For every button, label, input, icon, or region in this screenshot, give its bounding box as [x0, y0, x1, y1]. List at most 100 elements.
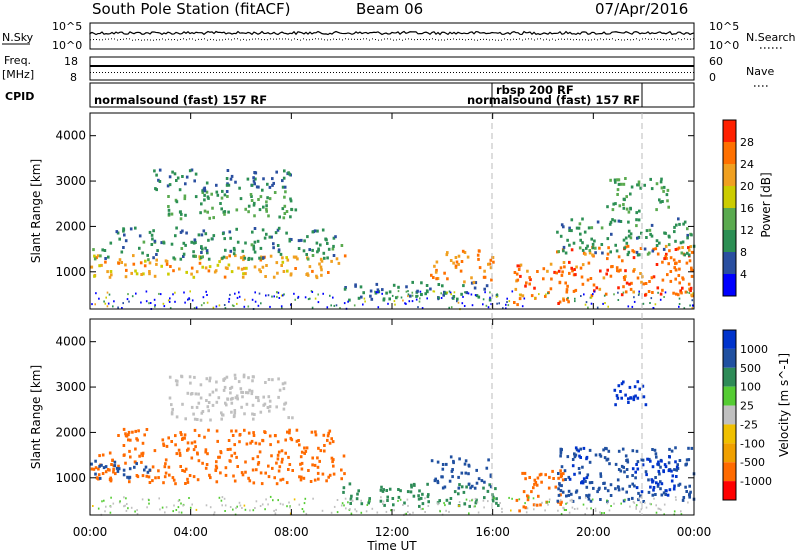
- heatmap-cell: [122, 473, 126, 477]
- noise-search-point: [624, 39, 625, 41]
- heatmap-cell: [168, 300, 171, 303]
- heatmap-cell: [475, 498, 478, 502]
- heatmap-cell: [544, 473, 547, 477]
- heatmap-cell: [297, 247, 301, 250]
- heatmap-cell: [182, 504, 184, 507]
- nave-point: [306, 72, 307, 73]
- heatmap-cell: [194, 445, 197, 449]
- heatmap-cell: [680, 510, 682, 513]
- heatmap-cell: [253, 250, 257, 254]
- heatmap-cell: [688, 495, 691, 499]
- heatmap-cell: [272, 275, 276, 279]
- heatmap-cell: [465, 485, 468, 489]
- heatmap-cell: [463, 280, 466, 284]
- heatmap-cell: [267, 294, 270, 297]
- heatmap-cell: [194, 392, 198, 396]
- heatmap-cell: [299, 462, 302, 466]
- heatmap-cell: [288, 239, 292, 243]
- heatmap-cell: [606, 252, 610, 256]
- heatmap-cell: [258, 208, 262, 212]
- heatmap-cell: [165, 444, 169, 448]
- heatmap-cell: [234, 254, 237, 258]
- heatmap-cell: [252, 431, 255, 435]
- heatmap-cell: [269, 495, 272, 498]
- heatmap-cell: [103, 249, 107, 252]
- heatmap-cell: [578, 496, 581, 500]
- heatmap-cell: [174, 291, 176, 294]
- heatmap-cell: [568, 243, 571, 247]
- noise-search-point: [492, 39, 493, 41]
- heatmap-cell: [644, 403, 648, 407]
- nave-point: [192, 72, 193, 73]
- heatmap-cell: [569, 499, 572, 502]
- heatmap-cell: [244, 207, 247, 211]
- noise-search-point: [309, 39, 310, 41]
- heatmap-cell: [475, 294, 479, 298]
- heatmap-cell: [218, 304, 221, 307]
- heatmap-cell: [221, 256, 224, 260]
- nave-point: [282, 72, 283, 73]
- heatmap-cell: [110, 505, 112, 508]
- heatmap-cell: [295, 439, 299, 443]
- colorbar-tick: 28: [740, 136, 754, 149]
- nave-point: [318, 72, 319, 73]
- heatmap-cell: [247, 476, 250, 480]
- heatmap-cell: [624, 236, 628, 240]
- heatmap-cell: [677, 274, 681, 277]
- heatmap-cell: [645, 229, 649, 233]
- heatmap-cell: [276, 291, 278, 294]
- heatmap-cell: [133, 465, 136, 469]
- heatmap-cell: [190, 392, 194, 395]
- nave-point: [465, 72, 466, 73]
- nave-point: [249, 72, 250, 73]
- heatmap-cell: [668, 488, 672, 492]
- heatmap-cell: [441, 475, 444, 479]
- heatmap-cell: [117, 306, 119, 309]
- heatmap-cell: [465, 291, 469, 295]
- heatmap-cell: [690, 268, 693, 272]
- heatmap-cell: [181, 469, 184, 472]
- nave-point: [408, 72, 409, 73]
- noise-search-point: [381, 39, 382, 41]
- heatmap-cell: [568, 226, 571, 230]
- heatmap-cell: [552, 477, 555, 480]
- heatmap-cell: [478, 266, 482, 270]
- heatmap-cell: [644, 501, 646, 504]
- nave-point: [564, 72, 565, 73]
- heatmap-cell: [525, 511, 528, 514]
- nave-point: [516, 72, 517, 73]
- heatmap-cell: [311, 230, 315, 234]
- heatmap-cell: [675, 292, 678, 296]
- heatmap-cell: [228, 300, 230, 303]
- heatmap-cell: [657, 482, 660, 486]
- heatmap-cell: [97, 467, 100, 471]
- heatmap-cell: [436, 479, 439, 483]
- heatmap-cell: [169, 307, 172, 310]
- heatmap-cell: [449, 497, 453, 500]
- nave-point: [612, 72, 613, 73]
- heatmap-cell: [124, 461, 127, 465]
- heatmap-cell: [461, 302, 464, 305]
- heatmap-cell: [470, 281, 474, 285]
- heatmap-cell: [322, 292, 324, 295]
- heatmap-cell: [291, 416, 294, 420]
- nave-point: [573, 72, 574, 73]
- heatmap-cell: [360, 295, 363, 299]
- heatmap-cell: [199, 418, 203, 422]
- heatmap-cell: [314, 430, 317, 434]
- heatmap-cell: [659, 487, 662, 491]
- heatmap-cell: [445, 498, 449, 502]
- nave-point: [672, 72, 673, 73]
- heatmap-cell: [689, 245, 692, 249]
- nave-point: [579, 72, 580, 73]
- heatmap-cell: [673, 468, 676, 472]
- heatmap-cell: [376, 288, 380, 292]
- heatmap-cell: [153, 169, 156, 173]
- noise-search-point: [417, 38, 418, 40]
- heatmap-cell: [473, 286, 477, 290]
- noise-search-point: [213, 39, 214, 41]
- heatmap-cell: [379, 499, 383, 503]
- noise-search-point: [282, 38, 283, 40]
- noise-search-point: [171, 39, 172, 41]
- heatmap-cell: [90, 265, 94, 269]
